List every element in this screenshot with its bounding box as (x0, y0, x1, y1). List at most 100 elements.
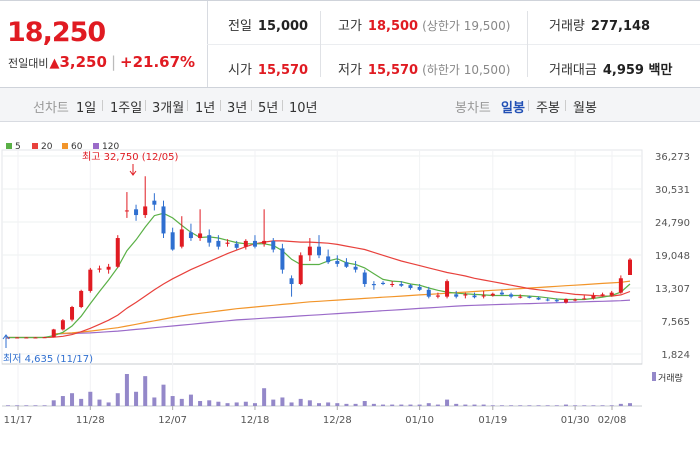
candle-body (317, 246, 321, 256)
candle (216, 235, 221, 250)
candle-body (307, 246, 312, 256)
candle (591, 292, 596, 300)
candle-body (161, 206, 166, 234)
candle (307, 238, 312, 262)
period-10y[interactable]: 10년 (289, 101, 318, 116)
volume-bar (408, 404, 413, 406)
legend-swatch-ma60 (62, 143, 68, 149)
ma60-line (53, 280, 631, 335)
candle-body (353, 266, 358, 270)
candle (79, 289, 84, 309)
period-1w[interactable]: 1주일 (110, 101, 143, 116)
volume-bar (417, 404, 422, 406)
candle-body (51, 329, 56, 338)
x-tick-label: 12/28 (323, 415, 352, 426)
candle (408, 284, 413, 290)
candle (225, 239, 230, 247)
candle-body (518, 296, 523, 298)
candle (234, 240, 239, 250)
candle (42, 336, 47, 339)
min-label: 최저 4,635 (11/17) (3, 353, 93, 365)
candle-body (472, 295, 477, 298)
period-1d[interactable]: 1일 (76, 101, 97, 116)
volume-bar (344, 403, 349, 406)
candle-body (243, 240, 248, 247)
candle (252, 235, 257, 249)
candle (609, 290, 614, 297)
toolbar-divider (145, 100, 146, 111)
volume-bar (188, 394, 193, 406)
period-5y[interactable]: 5년 (258, 101, 279, 116)
volume-bar (234, 402, 239, 406)
volume-bar (490, 405, 495, 406)
volume-bar (600, 405, 605, 406)
candle-body (188, 232, 193, 239)
period-3y[interactable]: 3년 (227, 101, 248, 116)
candle-body (609, 292, 614, 296)
candle-body (152, 200, 157, 205)
candle (143, 176, 148, 218)
legend-swatch-ma120 (93, 143, 99, 149)
volume-bar (353, 403, 358, 406)
candle-daily[interactable]: 일봉 (501, 101, 525, 116)
candle (298, 252, 303, 286)
candle (509, 292, 514, 299)
candle (527, 295, 532, 299)
volume-bar (70, 393, 75, 406)
volume-bar (198, 401, 203, 406)
price-summary: 18,250 전일대비▲3,250 | +21.67% 전일 15,000 고가 18,… (0, 0, 700, 88)
candle-body (481, 295, 486, 297)
period-1y[interactable]: 1년 (195, 101, 216, 116)
volume-bar (252, 403, 257, 406)
candle (51, 328, 56, 338)
candle-body (326, 256, 331, 263)
candle-body (390, 284, 395, 286)
moving-average-lines (8, 212, 631, 339)
toolbar-divider (528, 100, 529, 111)
line-chart-label: 선차트 (33, 101, 69, 116)
volume-bar (60, 396, 65, 406)
candle (262, 209, 267, 247)
volume-bar (79, 398, 84, 406)
candle-body (399, 284, 404, 286)
candle-body (298, 255, 303, 285)
candle (124, 192, 129, 218)
candle-body (344, 262, 349, 267)
candle-body (582, 298, 587, 300)
candle-body (70, 307, 75, 320)
min-arrow-icon (2, 334, 10, 340)
candle-body (97, 268, 102, 270)
x-tick-label: 01/30 (561, 415, 590, 426)
candle (170, 227, 175, 251)
prev-close: 전일 15,000 (228, 19, 309, 34)
toolbar-divider (187, 100, 188, 111)
candle-body (207, 235, 212, 243)
candle (426, 286, 431, 299)
volume-bar (518, 405, 523, 406)
candle-body (454, 294, 459, 297)
candle-body (371, 284, 376, 286)
y-tick-label: 24,790 (655, 218, 690, 229)
volume-bar (509, 405, 514, 406)
candle (618, 275, 623, 294)
period-3m[interactable]: 3개월 (152, 101, 185, 116)
summary-col-divider (527, 11, 528, 77)
low-price: 저가 15,570 (하한가 10,500) (338, 63, 511, 78)
y-tick-label: 13,307 (655, 284, 690, 295)
volume-bar (143, 376, 148, 406)
candle (582, 295, 587, 300)
candle (381, 281, 386, 286)
grid (2, 150, 642, 406)
candle-monthly[interactable]: 월봉 (573, 101, 597, 116)
max-label: 최고 32,750 (12/05) (82, 151, 178, 163)
candle-body (554, 300, 559, 302)
volume-bars (6, 374, 632, 406)
candle-body (225, 242, 230, 244)
volume-bar (317, 403, 321, 406)
candle-body (106, 266, 111, 270)
y-tick-label: 36,273 (655, 152, 690, 163)
candle-chart-label: 봉차트 (455, 101, 491, 116)
candle-weekly[interactable]: 주봉 (536, 101, 560, 116)
candle-body (545, 299, 550, 301)
